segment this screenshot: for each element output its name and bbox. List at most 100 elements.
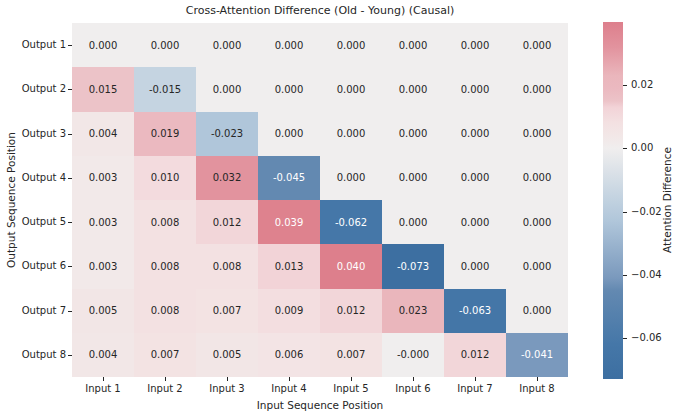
heatmap-cell: 0.000 [134,23,196,67]
heatmap-cell: 0.000 [320,156,382,200]
heatmap-cell: 0.040 [320,244,382,288]
heatmap-cell: 0.003 [72,200,134,244]
heatmap-cell-value: 0.000 [523,217,552,228]
heatmap-cell-value: 0.000 [461,40,490,51]
y-tick-label: Output 6 [0,260,66,272]
heatmap-cell-value: 0.008 [151,305,180,316]
heatmap-cell-value: 0.040 [337,261,366,272]
heatmap-cell-value: 0.005 [89,305,118,316]
y-tick-label: Output 1 [0,39,66,51]
heatmap-cell-value: 0.032 [213,172,242,183]
heatmap-cell: 0.005 [72,289,134,333]
x-tick-label: Input 5 [320,383,382,395]
heatmap-cell: 0.007 [196,289,258,333]
heatmap-cell: 0.019 [134,112,196,156]
colorbar-tick-label: 0.02 [631,79,653,91]
colorbar-label: Attention Difference [661,147,673,253]
heatmap-cell-value: 0.012 [461,349,490,360]
heatmap-cell-value: 0.000 [523,261,552,272]
colorbar-tick-mark [623,148,627,149]
heatmap-cell-value: 0.019 [151,128,180,139]
y-tick-mark [68,266,72,267]
colorbar-tick-mark [623,212,627,213]
heatmap-cell: 0.000 [506,112,568,156]
y-tick-label: Output 2 [0,83,66,95]
y-tick-label: Output 7 [0,305,66,317]
heatmap-cell: 0.023 [382,289,444,333]
heatmap-cell: 0.032 [196,156,258,200]
x-tick-mark [289,377,290,381]
heatmap-cell: 0.003 [72,244,134,288]
colorbar-tick-label: −0.06 [631,332,662,344]
colorbar-tick-mark [623,338,627,339]
heatmap-cell: 0.007 [134,333,196,377]
heatmap-cell: -0.000 [382,333,444,377]
heatmap-cell: 0.000 [444,156,506,200]
heatmap-cell: -0.041 [506,333,568,377]
heatmap-cell-value: 0.007 [337,349,366,360]
heatmap-cell-value: 0.003 [89,217,118,228]
chart-title: Cross-Attention Difference (Old - Young)… [72,4,568,17]
heatmap-cell-value: 0.000 [523,305,552,316]
heatmap-cell: 0.000 [444,200,506,244]
heatmap-cell: 0.000 [320,23,382,67]
heatmap-cell-value: 0.010 [151,172,180,183]
heatmap-cell-value: 0.012 [213,217,242,228]
heatmap-cell: 0.008 [134,200,196,244]
heatmap-figure: Cross-Attention Difference (Old - Young)… [0,0,680,420]
heatmap-cell: 0.000 [506,200,568,244]
heatmap-cell: 0.000 [444,112,506,156]
heatmap-cell-value: 0.000 [89,40,118,51]
heatmap-cell-value: -0.073 [397,261,429,272]
colorbar-tick-mark [623,275,627,276]
heatmap-grid: 0.0000.0000.0000.0000.0000.0000.0000.000… [72,23,568,377]
y-tick-mark [68,134,72,135]
heatmap-cell-value: 0.000 [399,40,428,51]
heatmap-cell-value: 0.000 [461,128,490,139]
heatmap-cell-value: 0.000 [461,84,490,95]
heatmap-cell-value: -0.015 [149,84,181,95]
y-tick-label: Output 3 [0,128,66,140]
heatmap-cell: 0.012 [320,289,382,333]
heatmap-cell: 0.000 [382,200,444,244]
heatmap-cell: 0.039 [258,200,320,244]
heatmap-cell-value: 0.000 [461,172,490,183]
heatmap-cell-value: -0.000 [397,349,429,360]
heatmap-cell-value: 0.039 [275,217,304,228]
x-tick-label: Input 4 [258,383,320,395]
y-tick-mark [68,45,72,46]
heatmap-cell-value: 0.005 [213,349,242,360]
heatmap-cell: 0.012 [444,333,506,377]
heatmap-cell: 0.000 [382,112,444,156]
heatmap-cell: 0.000 [258,23,320,67]
heatmap-cell-value: 0.000 [399,172,428,183]
heatmap-cell-value: -0.023 [211,128,243,139]
heatmap-cell: 0.000 [382,156,444,200]
heatmap-cell: 0.008 [134,289,196,333]
heatmap-cell-value: 0.000 [275,84,304,95]
heatmap-cell-value: 0.000 [399,128,428,139]
heatmap-cell-value: 0.000 [151,40,180,51]
heatmap-cell-value: 0.000 [399,217,428,228]
heatmap-cell: 0.000 [506,244,568,288]
heatmap-cell-value: 0.003 [89,172,118,183]
x-tick-label: Input 2 [134,383,196,395]
heatmap-cell-value: 0.006 [275,349,304,360]
heatmap-cell: 0.000 [258,112,320,156]
x-tick-mark [103,377,104,381]
y-tick-label: Output 4 [0,172,66,184]
heatmap-cell-value: 0.004 [89,128,118,139]
colorbar-tick-label: 0.00 [631,142,653,154]
x-tick-mark [413,377,414,381]
heatmap-cell-value: 0.000 [523,40,552,51]
heatmap-cell: 0.000 [506,23,568,67]
y-tick-mark [68,89,72,90]
heatmap-cell-value: 0.000 [399,84,428,95]
heatmap-cell: 0.000 [506,67,568,111]
x-tick-mark [227,377,228,381]
heatmap-cell: 0.015 [72,67,134,111]
heatmap-cell-value: 0.013 [275,261,304,272]
heatmap-cell: 0.000 [320,67,382,111]
heatmap-cell-value: -0.045 [273,172,305,183]
heatmap-cell: 0.003 [72,156,134,200]
